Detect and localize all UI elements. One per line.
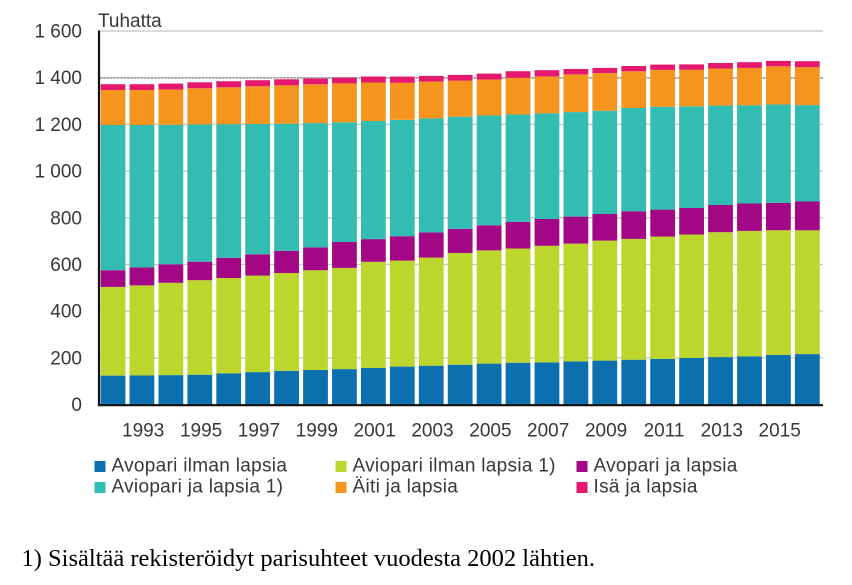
svg-text:2005: 2005 <box>469 420 511 441</box>
svg-text:1 400: 1 400 <box>34 68 82 89</box>
svg-text:0: 0 <box>71 395 82 416</box>
svg-text:2003: 2003 <box>411 420 453 441</box>
svg-text:1997: 1997 <box>238 420 280 441</box>
svg-text:600: 600 <box>50 255 82 276</box>
svg-text:1999: 1999 <box>296 420 338 441</box>
svg-text:Aviopari ilman lapsia 1): Aviopari ilman lapsia 1) <box>353 456 556 477</box>
svg-text:Tuhatta: Tuhatta <box>98 11 162 32</box>
svg-text:2013: 2013 <box>701 420 743 441</box>
svg-text:Avopari ja lapsia: Avopari ja lapsia <box>594 456 738 477</box>
svg-text:1) Sisältää rekisteröidyt pari: 1) Sisältää rekisteröidyt parisuhteet vu… <box>22 545 596 572</box>
svg-text:2007: 2007 <box>527 420 569 441</box>
svg-text:Äiti ja lapsia: Äiti ja lapsia <box>353 477 459 498</box>
svg-text:Aviopari ja lapsia 1): Aviopari ja lapsia 1) <box>112 477 284 498</box>
svg-text:Isä ja lapsia: Isä ja lapsia <box>594 477 698 498</box>
svg-text:1993: 1993 <box>122 420 164 441</box>
svg-text:1 000: 1 000 <box>34 162 82 183</box>
svg-text:Avopari ilman lapsia: Avopari ilman lapsia <box>112 456 288 477</box>
svg-text:1 600: 1 600 <box>34 22 82 43</box>
svg-text:200: 200 <box>50 348 82 369</box>
svg-text:2009: 2009 <box>585 420 627 441</box>
svg-text:400: 400 <box>50 302 82 323</box>
svg-text:2011: 2011 <box>644 420 685 441</box>
svg-text:1995: 1995 <box>180 420 222 441</box>
svg-text:1 200: 1 200 <box>34 115 82 136</box>
svg-text:2015: 2015 <box>759 420 801 441</box>
svg-text:800: 800 <box>50 208 82 229</box>
svg-text:2001: 2001 <box>354 420 396 441</box>
